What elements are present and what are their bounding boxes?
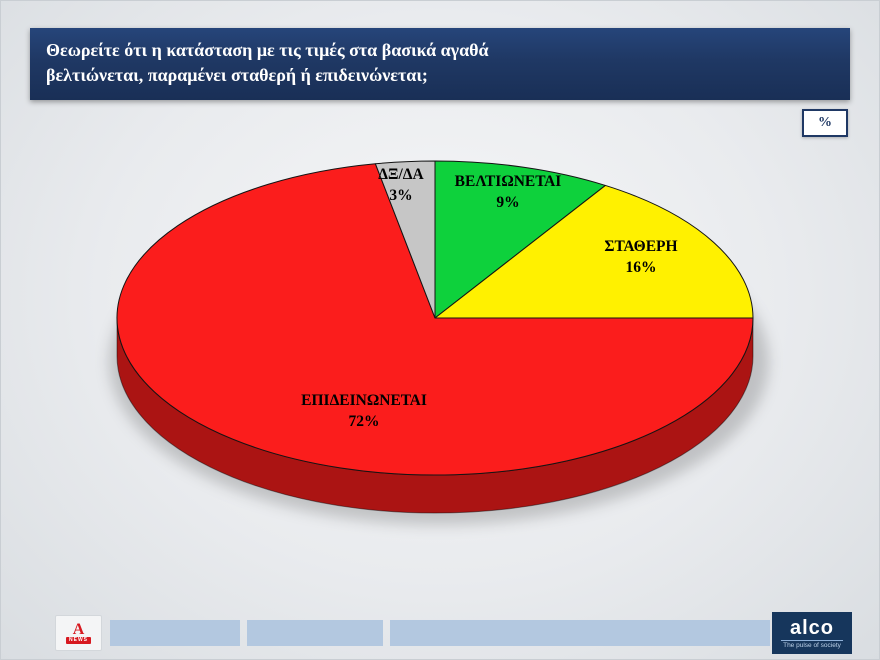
pie-label-3: ΔΞ/ΔΑ 3%: [378, 166, 424, 204]
question-title-bar: Θεωρείτε ότι η κατάσταση με τις τιμές στ…: [30, 28, 850, 100]
pie-slice-1: [434, 184, 754, 319]
footer-bar-1: [110, 620, 240, 646]
alco-logo-divider: [781, 639, 843, 641]
pie-slice-2: [116, 163, 754, 476]
alpha-logo-news-label: NEWS: [66, 636, 91, 644]
pie-label-1: ΣΤΑΘΕΡΗ 16%: [604, 238, 677, 276]
pie-label-2: ΕΠΙΔΕΙΝΩΝΕΤΑΙ 72%: [301, 392, 427, 430]
alpha-news-logo: A NEWS: [55, 615, 102, 651]
footer-bar-3: [390, 620, 770, 646]
question-line-1: Θεωρείτε ότι η κατάσταση με τις τιμές στ…: [46, 40, 489, 60]
percent-badge: %: [802, 109, 848, 137]
footer-bar-2: [247, 620, 383, 646]
pie-label-0: ΒΕΛΤΙΩΝΕΤΑΙ 9%: [455, 173, 562, 211]
pie-slice-3: [374, 160, 436, 319]
alco-logo-name: alco: [789, 616, 835, 639]
alco-logo-tagline: The pulse of society: [783, 641, 841, 649]
pie-slice-0: [434, 160, 606, 319]
alpha-logo-letter: A: [72, 620, 85, 638]
alco-logo: alco The pulse of society: [772, 612, 852, 654]
question-line-2: βελτιώνεται, παραμένει σταθερή ή επιδειν…: [46, 64, 428, 85]
